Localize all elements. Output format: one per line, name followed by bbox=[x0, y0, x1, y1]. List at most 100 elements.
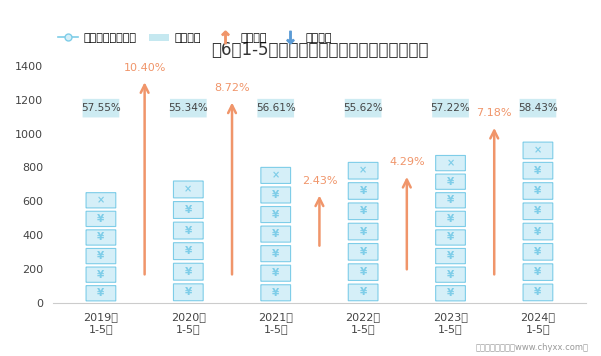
Text: ¥: ¥ bbox=[534, 226, 542, 237]
FancyBboxPatch shape bbox=[174, 243, 203, 260]
FancyBboxPatch shape bbox=[523, 284, 553, 301]
Text: 55.34%: 55.34% bbox=[168, 103, 208, 113]
Legend: 累计保费（亿元）, 寿险占比, 同比增加, 同比减少: 累计保费（亿元）, 寿险占比, 同比增加, 同比减少 bbox=[53, 29, 337, 48]
Text: ¥: ¥ bbox=[534, 247, 542, 257]
FancyBboxPatch shape bbox=[348, 162, 378, 179]
Text: ¥: ¥ bbox=[272, 190, 279, 200]
Text: ¥: ¥ bbox=[359, 287, 367, 297]
Text: ¥: ¥ bbox=[359, 206, 367, 216]
FancyBboxPatch shape bbox=[261, 187, 290, 203]
Text: ¥: ¥ bbox=[447, 214, 454, 224]
Text: ¥: ¥ bbox=[534, 206, 542, 216]
FancyBboxPatch shape bbox=[436, 286, 465, 301]
FancyBboxPatch shape bbox=[174, 222, 203, 239]
FancyBboxPatch shape bbox=[261, 226, 290, 242]
FancyBboxPatch shape bbox=[523, 223, 553, 240]
FancyBboxPatch shape bbox=[523, 264, 553, 281]
FancyBboxPatch shape bbox=[86, 193, 116, 208]
Text: ¥: ¥ bbox=[97, 232, 105, 242]
FancyBboxPatch shape bbox=[436, 174, 465, 189]
FancyBboxPatch shape bbox=[348, 223, 378, 240]
FancyBboxPatch shape bbox=[436, 267, 465, 282]
FancyBboxPatch shape bbox=[523, 244, 553, 260]
Text: ¥: ¥ bbox=[534, 267, 542, 277]
Text: 10.40%: 10.40% bbox=[123, 63, 166, 73]
Text: ¥: ¥ bbox=[534, 287, 542, 297]
Text: ¥: ¥ bbox=[359, 186, 367, 196]
FancyBboxPatch shape bbox=[520, 99, 557, 117]
FancyBboxPatch shape bbox=[174, 284, 203, 301]
FancyBboxPatch shape bbox=[348, 264, 378, 281]
FancyBboxPatch shape bbox=[523, 162, 553, 179]
Text: ¥: ¥ bbox=[447, 195, 454, 205]
FancyBboxPatch shape bbox=[86, 248, 116, 264]
FancyBboxPatch shape bbox=[436, 248, 465, 264]
Text: ¥: ¥ bbox=[359, 247, 367, 257]
Text: ×: × bbox=[97, 195, 105, 205]
Text: ¥: ¥ bbox=[534, 166, 542, 176]
Text: ¥: ¥ bbox=[272, 248, 279, 259]
Text: ¥: ¥ bbox=[534, 186, 542, 196]
FancyBboxPatch shape bbox=[436, 193, 465, 208]
Text: 2.43%: 2.43% bbox=[302, 176, 337, 186]
Text: ¥: ¥ bbox=[447, 232, 454, 242]
Text: 56.61%: 56.61% bbox=[256, 103, 296, 113]
Text: 57.55%: 57.55% bbox=[81, 103, 121, 113]
Text: ¥: ¥ bbox=[97, 214, 105, 224]
Text: ¥: ¥ bbox=[359, 226, 367, 237]
FancyBboxPatch shape bbox=[261, 206, 290, 222]
FancyBboxPatch shape bbox=[257, 99, 294, 117]
Text: 58.43%: 58.43% bbox=[518, 103, 558, 113]
FancyBboxPatch shape bbox=[174, 181, 203, 198]
Text: ×: × bbox=[359, 166, 367, 176]
Text: ¥: ¥ bbox=[97, 251, 105, 261]
Text: ¥: ¥ bbox=[447, 177, 454, 187]
Text: ¥: ¥ bbox=[447, 251, 454, 261]
FancyBboxPatch shape bbox=[345, 99, 382, 117]
Text: 4.29%: 4.29% bbox=[389, 157, 425, 167]
FancyBboxPatch shape bbox=[86, 286, 116, 301]
Text: ¥: ¥ bbox=[185, 226, 192, 236]
FancyBboxPatch shape bbox=[261, 265, 290, 281]
Text: ¥: ¥ bbox=[97, 288, 105, 298]
FancyBboxPatch shape bbox=[82, 99, 119, 117]
FancyBboxPatch shape bbox=[523, 183, 553, 199]
Text: ¥: ¥ bbox=[272, 268, 279, 278]
Text: ¥: ¥ bbox=[447, 288, 454, 298]
FancyBboxPatch shape bbox=[86, 230, 116, 245]
FancyBboxPatch shape bbox=[348, 203, 378, 220]
FancyBboxPatch shape bbox=[170, 99, 207, 117]
FancyBboxPatch shape bbox=[86, 211, 116, 226]
Text: ×: × bbox=[185, 184, 192, 194]
Text: ¥: ¥ bbox=[272, 210, 279, 220]
Title: 近6年1-5月湖南省累计原保险保费收入统计图: 近6年1-5月湖南省累计原保险保费收入统计图 bbox=[211, 41, 428, 59]
Text: ¥: ¥ bbox=[97, 269, 105, 280]
FancyBboxPatch shape bbox=[436, 211, 465, 226]
FancyBboxPatch shape bbox=[348, 244, 378, 260]
FancyBboxPatch shape bbox=[261, 167, 290, 183]
Text: ¥: ¥ bbox=[185, 267, 192, 277]
FancyBboxPatch shape bbox=[523, 142, 553, 159]
FancyBboxPatch shape bbox=[436, 230, 465, 245]
Text: ¥: ¥ bbox=[447, 269, 454, 280]
Text: ¥: ¥ bbox=[272, 288, 279, 298]
Text: ×: × bbox=[272, 171, 280, 180]
FancyBboxPatch shape bbox=[86, 267, 116, 282]
FancyBboxPatch shape bbox=[174, 263, 203, 280]
Text: ¥: ¥ bbox=[185, 287, 192, 297]
Text: ×: × bbox=[447, 158, 454, 168]
FancyBboxPatch shape bbox=[523, 203, 553, 220]
FancyBboxPatch shape bbox=[432, 99, 469, 117]
Text: ×: × bbox=[534, 145, 542, 156]
FancyBboxPatch shape bbox=[348, 284, 378, 301]
Text: 8.72%: 8.72% bbox=[214, 83, 250, 93]
Text: ¥: ¥ bbox=[359, 267, 367, 277]
Text: ¥: ¥ bbox=[185, 205, 192, 215]
FancyBboxPatch shape bbox=[436, 156, 465, 171]
FancyBboxPatch shape bbox=[261, 285, 290, 301]
Text: ¥: ¥ bbox=[272, 229, 279, 239]
Text: ¥: ¥ bbox=[185, 246, 192, 256]
Text: 55.62%: 55.62% bbox=[343, 103, 383, 113]
FancyBboxPatch shape bbox=[348, 183, 378, 199]
Text: 制图：智研咋询（www.chyxx.com）: 制图：智研咋询（www.chyxx.com） bbox=[476, 344, 589, 352]
